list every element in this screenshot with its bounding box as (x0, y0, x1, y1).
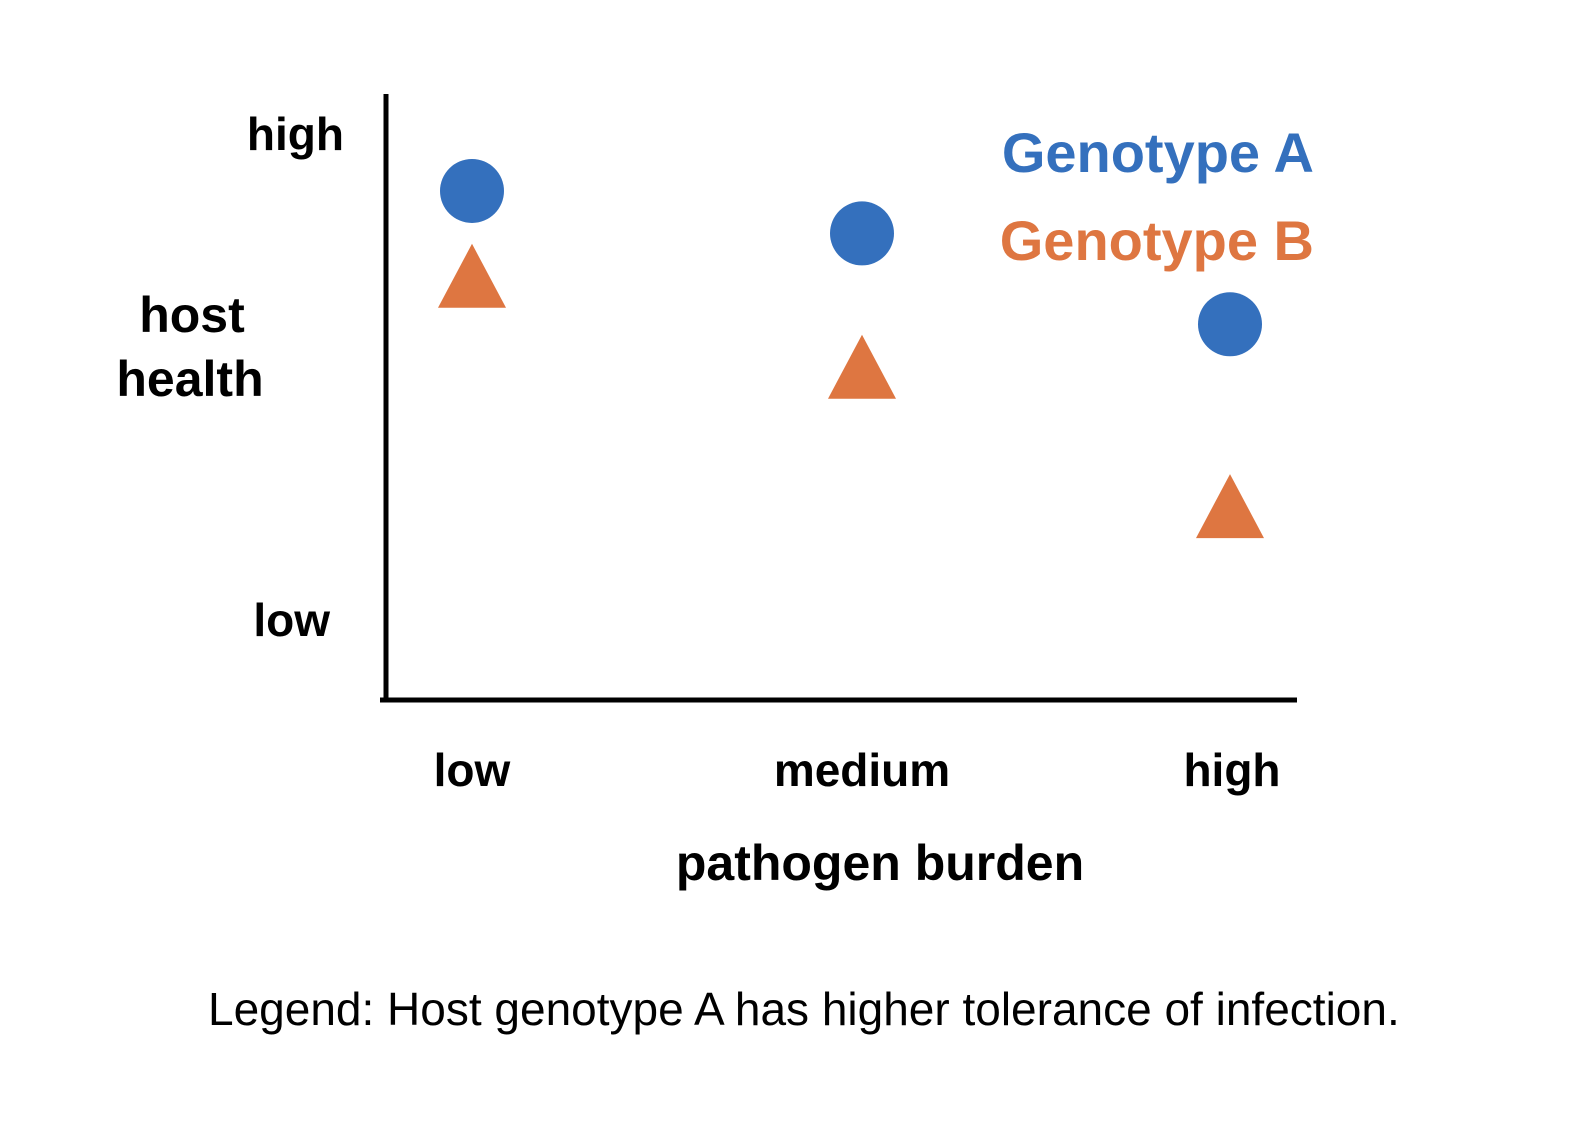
marker-genotype-b-low (438, 243, 506, 308)
x-axis-title: pathogen burden (676, 835, 1084, 891)
y-axis-title-line-1: host (139, 287, 245, 343)
marker-genotype-a-low (440, 158, 504, 223)
data-markers (438, 158, 1264, 539)
figure-caption: Legend: Host genotype A has higher toler… (208, 983, 1400, 1035)
marker-genotype-a-medium (830, 201, 894, 266)
marker-genotype-b-high (1196, 474, 1264, 539)
legend-entry-genotype-b: Genotype B (1000, 209, 1314, 272)
y-tick-label-high: high (247, 108, 344, 160)
marker-genotype-b-medium (828, 334, 896, 399)
y-axis-title-line-2: health (116, 351, 263, 407)
legend-entry-genotype-a: Genotype A (1002, 121, 1314, 184)
marker-genotype-a-high (1198, 292, 1262, 357)
x-tick-label-low: low (434, 744, 511, 796)
x-tick-label-high: high (1183, 744, 1280, 796)
x-tick-label-medium: medium (774, 744, 950, 796)
y-tick-label-low: low (253, 594, 330, 646)
